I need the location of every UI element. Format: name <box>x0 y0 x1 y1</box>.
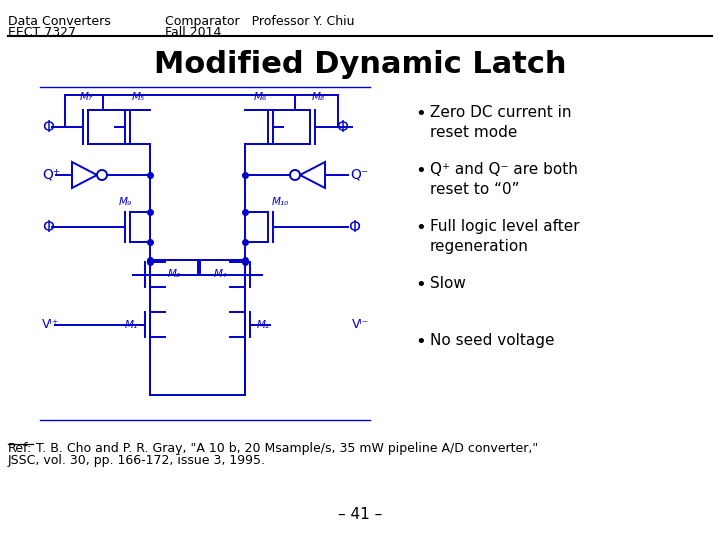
Text: M₅: M₅ <box>132 92 145 102</box>
Text: No seed voltage: No seed voltage <box>430 333 554 348</box>
Text: •: • <box>415 219 426 237</box>
Text: M₆: M₆ <box>253 92 266 102</box>
Text: M₈: M₈ <box>312 92 325 102</box>
Text: M₉: M₉ <box>118 197 132 207</box>
Text: T. B. Cho and P. R. Gray, "A 10 b, 20 Msample/s, 35 mW pipeline A/D converter,": T. B. Cho and P. R. Gray, "A 10 b, 20 Ms… <box>36 442 539 455</box>
Text: Slow: Slow <box>430 276 466 291</box>
Text: Q⁺: Q⁺ <box>42 168 60 182</box>
Text: Φ: Φ <box>336 119 348 134</box>
Text: M₄: M₄ <box>214 269 227 279</box>
Text: JSSC, vol. 30, pp. 166-172, issue 3, 1995.: JSSC, vol. 30, pp. 166-172, issue 3, 199… <box>8 454 266 467</box>
Text: Φ: Φ <box>42 119 54 134</box>
Text: – 41 –: – 41 – <box>338 507 382 522</box>
Text: Modified Dynamic Latch: Modified Dynamic Latch <box>154 50 566 79</box>
Text: •: • <box>415 105 426 123</box>
Text: Fall 2014: Fall 2014 <box>165 26 221 39</box>
Text: Full logic level after
regeneration: Full logic level after regeneration <box>430 219 580 254</box>
Text: Q⁻: Q⁻ <box>350 168 368 182</box>
Text: Data Converters: Data Converters <box>8 15 111 28</box>
Text: •: • <box>415 162 426 180</box>
Text: M₇: M₇ <box>79 92 93 102</box>
Text: M₁₀: M₁₀ <box>271 197 289 207</box>
Text: M₁: M₁ <box>125 320 138 330</box>
Text: Ref:: Ref: <box>8 442 32 455</box>
Text: EECT 7327: EECT 7327 <box>8 26 76 39</box>
Text: •: • <box>415 333 426 351</box>
Text: Zero DC current in
reset mode: Zero DC current in reset mode <box>430 105 572 140</box>
Text: Φ: Φ <box>42 219 54 234</box>
Text: Φ: Φ <box>348 219 360 234</box>
Text: Comparator   Professor Y. Chiu: Comparator Professor Y. Chiu <box>165 15 354 28</box>
Text: M₃: M₃ <box>168 269 181 279</box>
Text: Vᴵ⁺: Vᴵ⁺ <box>42 319 59 332</box>
Text: Vᴵ⁻: Vᴵ⁻ <box>352 319 369 332</box>
Text: •: • <box>415 276 426 294</box>
Text: Q⁺ and Q⁻ are both
reset to “0”: Q⁺ and Q⁻ are both reset to “0” <box>430 162 578 197</box>
Text: M₂: M₂ <box>257 320 270 330</box>
